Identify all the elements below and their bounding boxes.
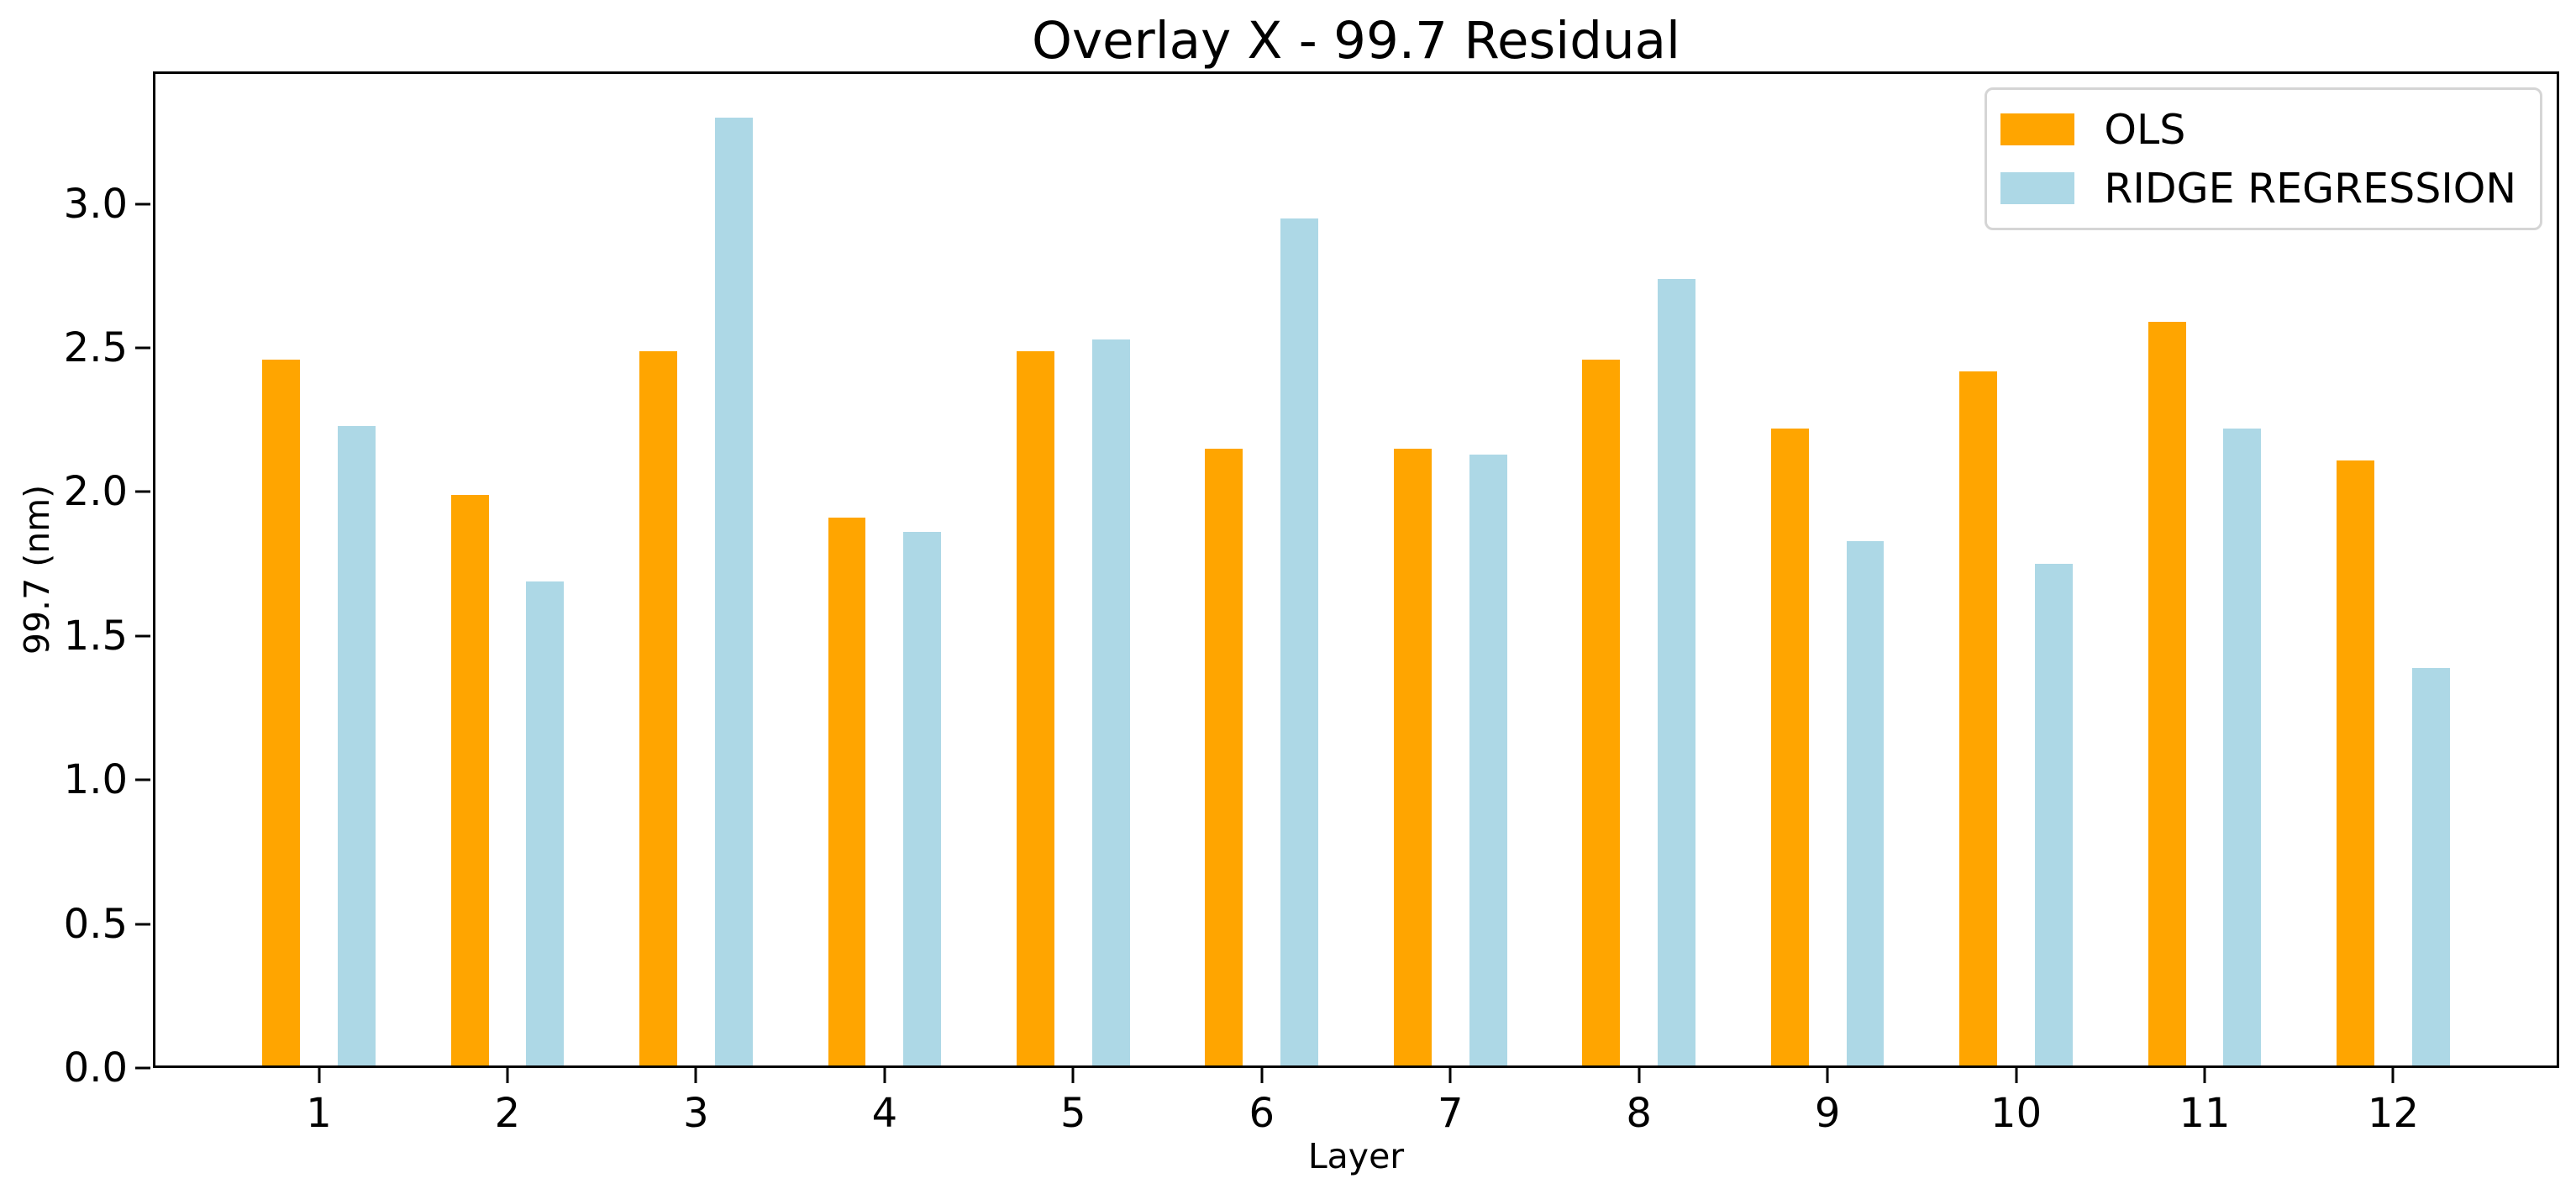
bar-ridge-regression-layer-6 bbox=[1280, 218, 1319, 1068]
x-tick-label-12: 12 bbox=[2367, 1090, 2420, 1137]
ridge-regression-legend-label: RIDGE REGRESSION bbox=[2104, 164, 2516, 213]
bar-ols-layer-9 bbox=[1770, 429, 1809, 1068]
x-tick-mark-5 bbox=[1071, 1068, 1075, 1083]
y-tick-mark-3.0 bbox=[135, 203, 150, 206]
y-tick-mark-2.0 bbox=[135, 490, 150, 493]
bar-ridge-regression-layer-11 bbox=[2223, 429, 2262, 1068]
x-tick-label-4: 4 bbox=[871, 1090, 898, 1137]
chart-title: Overlay X - 99.7 Residual bbox=[1032, 11, 1680, 71]
ridge-regression-legend-swatch bbox=[2000, 172, 2075, 204]
ols-legend-swatch bbox=[2000, 113, 2075, 145]
y-tick-label-0.5: 0.5 bbox=[63, 900, 128, 948]
y-tick-mark-0.5 bbox=[135, 923, 150, 926]
x-tick-mark-8 bbox=[1638, 1068, 1641, 1083]
x-tick-mark-3 bbox=[694, 1068, 697, 1083]
y-tick-label-2.0: 2.0 bbox=[63, 468, 128, 516]
x-tick-label-8: 8 bbox=[1626, 1090, 1652, 1137]
x-tick-label-11: 11 bbox=[2179, 1090, 2231, 1137]
bar-ols-layer-11 bbox=[2148, 322, 2186, 1068]
bar-ols-layer-4 bbox=[828, 518, 866, 1068]
x-tick-mark-2 bbox=[506, 1068, 509, 1083]
ols-legend-label: OLS bbox=[2104, 105, 2186, 154]
y-tick-label-0.0: 0.0 bbox=[63, 1044, 128, 1092]
bar-ridge-regression-layer-12 bbox=[2411, 667, 2450, 1068]
y-tick-mark-2.5 bbox=[135, 346, 150, 350]
bar-ridge-regression-layer-1 bbox=[337, 425, 376, 1068]
bar-ridge-regression-layer-2 bbox=[526, 581, 565, 1068]
bar-ols-layer-5 bbox=[1016, 350, 1054, 1068]
y-tick-mark-0.0 bbox=[135, 1066, 150, 1070]
y-axis-label: 99.7 (nm) bbox=[17, 484, 57, 655]
x-tick-label-1: 1 bbox=[306, 1090, 332, 1137]
bar-ols-layer-8 bbox=[1582, 359, 1621, 1068]
bar-ridge-regression-layer-5 bbox=[1091, 339, 1130, 1068]
bar-ols-layer-7 bbox=[1393, 449, 1432, 1068]
x-tick-mark-10 bbox=[2015, 1068, 2018, 1083]
x-tick-mark-9 bbox=[1826, 1068, 1829, 1083]
bar-ols-layer-6 bbox=[1205, 449, 1243, 1068]
legend: OLS RIDGE REGRESSION bbox=[1985, 87, 2542, 230]
legend-item-ols: OLS bbox=[2000, 108, 2516, 150]
x-tick-label-2: 2 bbox=[494, 1090, 521, 1137]
legend-item-ridge-regression: RIDGE REGRESSION bbox=[2000, 167, 2516, 209]
y-tick-label-2.5: 2.5 bbox=[63, 324, 128, 372]
bar-ridge-regression-layer-9 bbox=[1846, 540, 1885, 1068]
y-tick-mark-1.0 bbox=[135, 778, 150, 781]
x-tick-label-7: 7 bbox=[1437, 1090, 1464, 1137]
x-tick-mark-4 bbox=[883, 1068, 886, 1083]
x-tick-mark-1 bbox=[318, 1068, 321, 1083]
y-tick-label-1.0: 1.0 bbox=[63, 756, 128, 804]
bar-ridge-regression-layer-4 bbox=[903, 532, 942, 1068]
x-tick-label-10: 10 bbox=[1990, 1090, 2042, 1137]
x-tick-label-5: 5 bbox=[1060, 1090, 1086, 1137]
y-tick-label-1.5: 1.5 bbox=[63, 612, 128, 660]
x-tick-mark-6 bbox=[1260, 1068, 1264, 1083]
bar-ridge-regression-layer-8 bbox=[1658, 278, 1695, 1068]
x-tick-mark-7 bbox=[1448, 1068, 1452, 1083]
y-tick-mark-1.5 bbox=[135, 634, 150, 638]
x-tick-label-3: 3 bbox=[683, 1090, 709, 1137]
bar-ridge-regression-layer-3 bbox=[714, 117, 753, 1068]
x-tick-mark-11 bbox=[2203, 1068, 2206, 1083]
bar-ols-layer-3 bbox=[639, 350, 677, 1068]
bar-ridge-regression-layer-7 bbox=[1469, 454, 1507, 1068]
bar-ols-layer-1 bbox=[262, 359, 301, 1068]
x-tick-label-9: 9 bbox=[1814, 1090, 1841, 1137]
x-axis-label: Layer bbox=[1307, 1136, 1405, 1176]
x-tick-mark-12 bbox=[2391, 1068, 2395, 1083]
bar-ridge-regression-layer-10 bbox=[2035, 564, 2073, 1068]
y-tick-label-3.0: 3.0 bbox=[63, 180, 128, 228]
plot-area: 0.0 0.5 1.0 1.5 2.0 2.5 3.0 1 2 3 4 5 6 7 8 9 10 11 12 OL… bbox=[64, 71, 2559, 1135]
bar-ols-layer-12 bbox=[2337, 460, 2375, 1068]
bar-ols-layer-10 bbox=[1959, 371, 1998, 1068]
bar-ols-layer-2 bbox=[450, 494, 489, 1068]
x-tick-label-6: 6 bbox=[1249, 1090, 1275, 1137]
